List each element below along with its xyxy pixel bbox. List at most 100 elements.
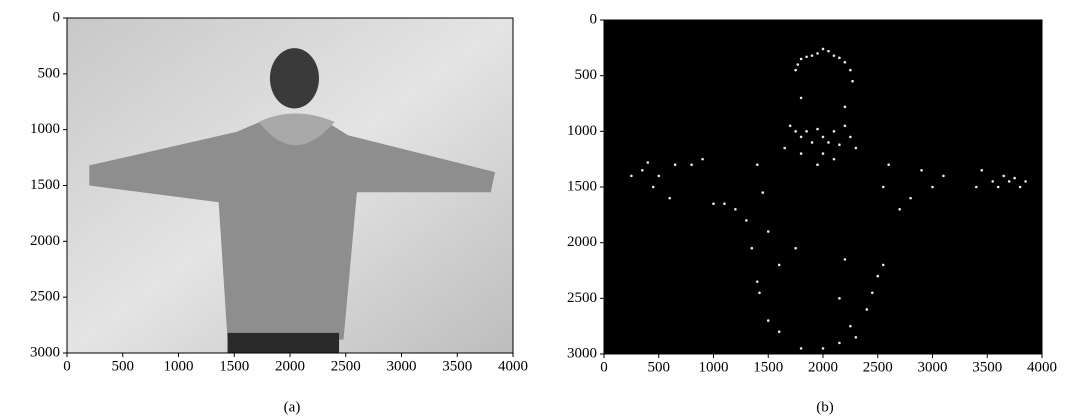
- keypoint: [821, 47, 825, 51]
- keypoint: [920, 169, 923, 172]
- x-tick-label: 0: [63, 358, 71, 374]
- keypoint: [865, 308, 869, 311]
- sweater: [89, 118, 496, 340]
- keypoint: [651, 185, 655, 189]
- x-tick-label: 2500: [863, 359, 893, 375]
- y-tick-label: 1000: [30, 121, 60, 137]
- keypoint: [777, 330, 781, 334]
- x-tick-label: 2000: [275, 358, 305, 374]
- keypoint: [854, 336, 858, 339]
- keypoint: [816, 127, 819, 131]
- keypoint: [832, 157, 836, 161]
- head: [269, 48, 319, 109]
- x-tick-label: 1000: [699, 359, 729, 375]
- keypoint: [745, 219, 748, 222]
- keypoint: [799, 135, 803, 139]
- y-tick-label: 2000: [567, 234, 597, 250]
- x-tick-label: 3000: [918, 359, 948, 375]
- x-tick-label: 1000: [164, 358, 194, 374]
- plot-background: [604, 20, 1042, 354]
- pants: [227, 332, 340, 353]
- keypoint: [843, 61, 847, 64]
- keypoint: [1002, 174, 1005, 178]
- keypoint: [881, 263, 885, 267]
- keypoint: [991, 180, 995, 183]
- keypoint: [1024, 180, 1027, 183]
- keypoint: [881, 185, 885, 189]
- keypoint: [832, 54, 836, 57]
- keypoint: [898, 207, 901, 211]
- keypoint: [1018, 185, 1022, 189]
- keypoint: [788, 124, 792, 128]
- keypoint: [996, 185, 1000, 189]
- x-tick-label: 500: [112, 358, 135, 374]
- y-tick-label: 500: [38, 65, 61, 81]
- keypoint: [838, 341, 841, 345]
- caption: (b): [816, 399, 834, 415]
- keypoint: [870, 291, 874, 295]
- keypoint: [783, 146, 786, 150]
- keypoint: [750, 246, 754, 250]
- y-tick-label: 2000: [30, 233, 60, 249]
- keypoint: [630, 174, 633, 178]
- keypoint: [821, 347, 825, 350]
- keypoint: [799, 347, 803, 350]
- keypoint: [761, 191, 765, 194]
- x-tick-label: 3500: [442, 358, 472, 374]
- y-tick-label: 2500: [567, 290, 597, 306]
- y-tick-label: 1500: [30, 177, 60, 193]
- x-tick-label: 0: [600, 359, 608, 375]
- keypoint: [641, 169, 644, 172]
- x-tick-label: 4000: [498, 358, 528, 374]
- x-tick-label: 1500: [219, 358, 249, 374]
- keypoint: [734, 207, 737, 211]
- keypoint: [849, 324, 852, 328]
- keypoint: [827, 49, 830, 53]
- keypoint: [843, 258, 847, 261]
- keypoint: [838, 56, 841, 60]
- keypoint: [816, 52, 819, 55]
- keypoint: [810, 141, 814, 144]
- x-tick-label: 1500: [753, 359, 783, 375]
- x-tick-label: 3000: [387, 358, 417, 374]
- keypoint: [876, 274, 880, 278]
- keypoint: [690, 163, 693, 167]
- keypoint: [980, 169, 984, 172]
- keypoint: [805, 55, 808, 59]
- x-tick-label: 3500: [972, 359, 1002, 375]
- keypoint: [777, 263, 781, 267]
- y-tick-label: 1000: [567, 123, 597, 139]
- keypoint: [794, 130, 797, 133]
- keypoint: [838, 297, 841, 300]
- keypoint: [673, 163, 677, 167]
- keypoint: [1013, 176, 1016, 180]
- y-tick-label: 500: [575, 67, 598, 83]
- keypoint: [794, 68, 797, 72]
- keypoint: [657, 174, 661, 178]
- keypoint: [821, 152, 825, 155]
- y-tick-label: 1500: [567, 178, 597, 194]
- keypoint: [810, 54, 814, 57]
- y-tick-label: 0: [590, 11, 598, 27]
- keypoint: [756, 163, 759, 167]
- keypoint: [849, 135, 852, 139]
- keypoint: [843, 105, 847, 109]
- keypoint: [821, 135, 825, 139]
- x-tick-label: 2000: [808, 359, 838, 375]
- y-tick-label: 3000: [30, 344, 60, 360]
- x-tick-label: 500: [648, 359, 671, 375]
- keypoint: [723, 202, 726, 205]
- keypoint: [766, 230, 770, 233]
- keypoint: [646, 161, 650, 164]
- keypoint: [843, 124, 847, 128]
- keypoint: [1007, 180, 1011, 183]
- keypoint: [838, 143, 841, 146]
- keypoint: [816, 163, 819, 167]
- caption: (a): [284, 399, 301, 415]
- keypoint: [758, 291, 761, 295]
- keypoint: [942, 174, 945, 178]
- keypoint: [854, 146, 858, 150]
- keypoint: [909, 196, 912, 200]
- keypoint: [851, 79, 854, 83]
